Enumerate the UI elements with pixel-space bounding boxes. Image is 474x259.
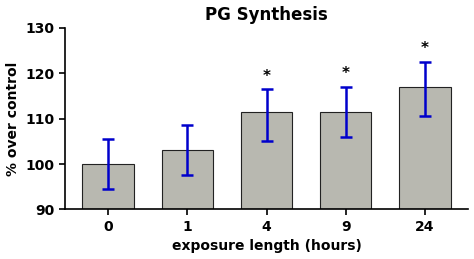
Bar (162, 150, 213, 210)
Title: PG Synthesis: PG Synthesis (205, 5, 328, 24)
Bar (82, 164, 134, 210)
X-axis label: exposure length (hours): exposure length (hours) (172, 239, 362, 254)
Bar (241, 112, 292, 210)
Y-axis label: % over control: % over control (6, 62, 19, 176)
Text: *: * (421, 41, 429, 56)
Bar (320, 112, 372, 210)
Text: *: * (342, 67, 350, 82)
Text: *: * (263, 69, 271, 84)
Bar (399, 87, 451, 210)
